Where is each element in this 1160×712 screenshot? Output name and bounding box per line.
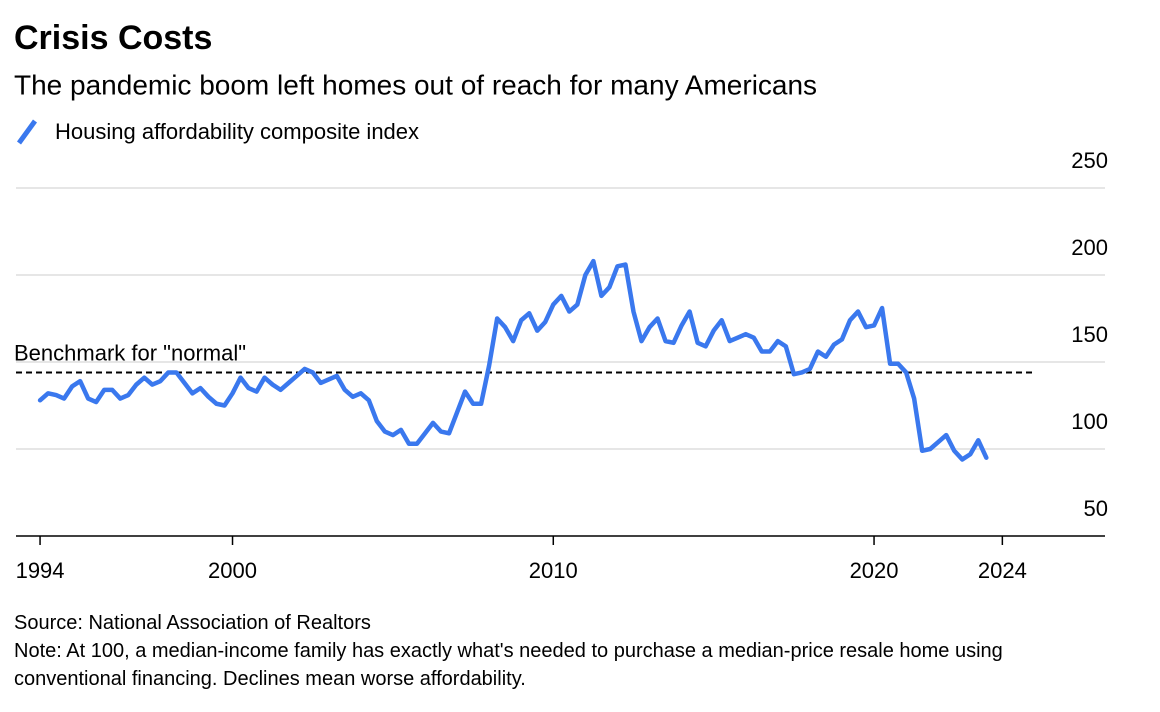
y-tick-label: 150 [1071, 322, 1108, 347]
x-tick-label: 2024 [978, 558, 1027, 583]
chart-title: Crisis Costs [14, 19, 212, 57]
legend-label: Housing affordability composite index [55, 119, 419, 144]
x-tick-label: 1994 [16, 558, 65, 583]
note: Note: At 100, a median-income family has… [14, 640, 1003, 690]
y-tick-label: 200 [1071, 235, 1108, 260]
legend-swatch [16, 119, 38, 145]
source: Source: National Association of Realtors [14, 612, 371, 634]
data-line [37, 258, 989, 462]
y-tick-label: 250 [1071, 148, 1108, 173]
x-tick-label: 2020 [850, 558, 899, 583]
benchmark-label: Benchmark for "normal" [14, 340, 246, 365]
x-tick-label: 2000 [208, 558, 257, 583]
chart-subtitle: The pandemic boom left homes out of reac… [14, 69, 817, 100]
y-tick-label: 50 [1084, 496, 1108, 521]
y-tick-label: 100 [1071, 409, 1108, 434]
x-tick-label: 2010 [529, 558, 578, 583]
